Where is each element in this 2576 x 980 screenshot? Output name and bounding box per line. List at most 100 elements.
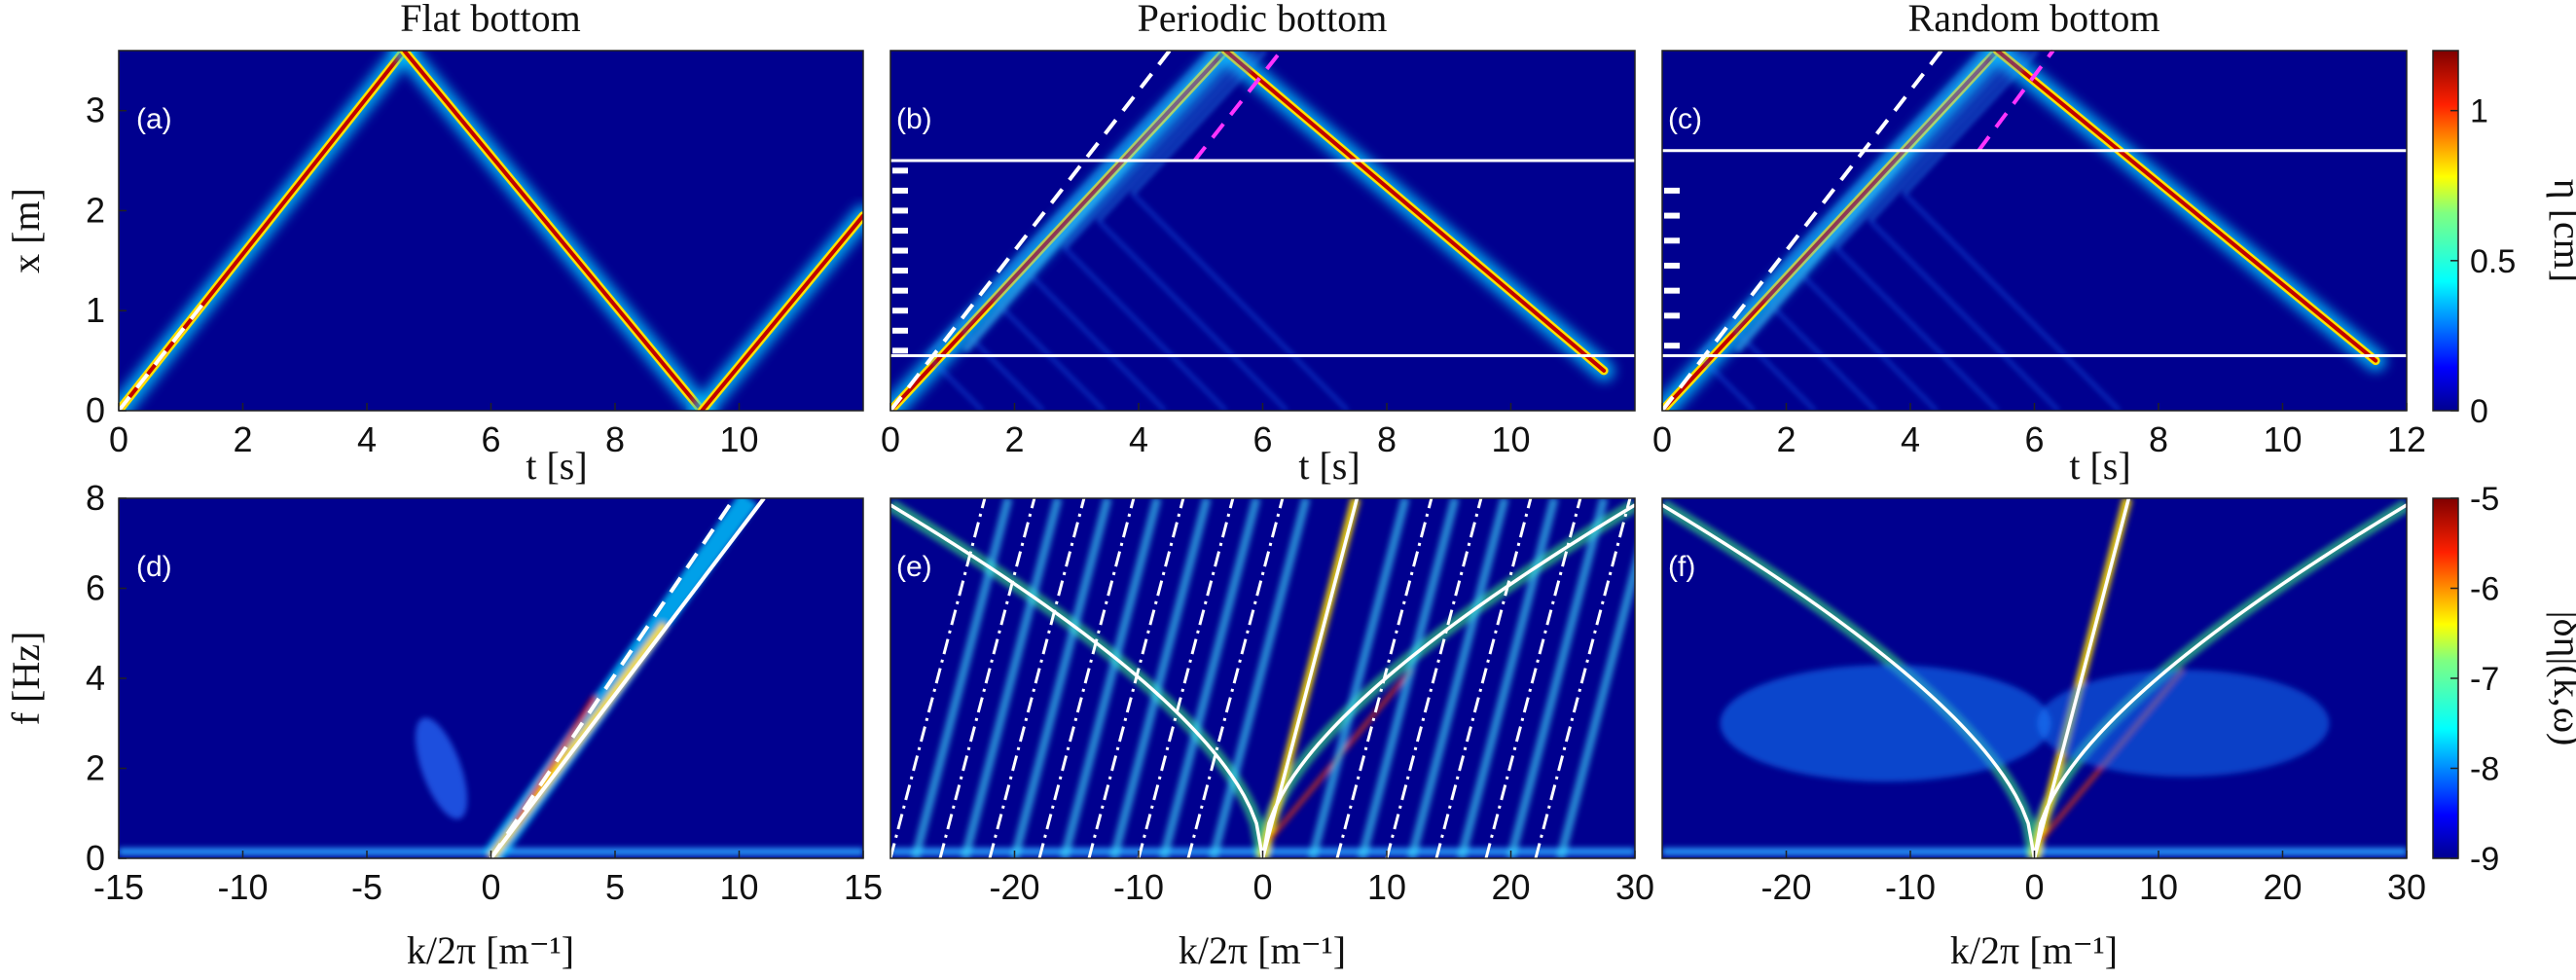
ridge-incident-core bbox=[119, 51, 407, 411]
colorbar-tick-label: 0.5 bbox=[2470, 243, 2516, 280]
x-tick-label: 10 bbox=[2139, 867, 2178, 907]
x-tick-label: 10 bbox=[719, 867, 758, 907]
scatter-ray bbox=[960, 51, 1222, 331]
colorbar-tick-label: -8 bbox=[2470, 751, 2499, 788]
title-panel-b: Periodic bottom bbox=[1138, 0, 1388, 40]
scatter-ray bbox=[1097, 51, 1258, 223]
x-tick-label: 8 bbox=[605, 419, 625, 459]
bottom-bar-marker bbox=[1664, 212, 1680, 219]
shallow-water-line bbox=[2032, 497, 2131, 859]
x-tick-label: 8 bbox=[2149, 419, 2168, 459]
bragg-shifted-line bbox=[1534, 497, 1632, 859]
scatter-ray bbox=[1131, 192, 1350, 411]
diffuse-energy bbox=[1720, 665, 2051, 782]
scatter-ray bbox=[1834, 51, 2021, 249]
x-tick-label: 0 bbox=[481, 867, 500, 907]
x-tick-label: 10 bbox=[2263, 419, 2302, 459]
x-tick-label: 4 bbox=[1901, 419, 1920, 459]
scatter-ray bbox=[1097, 219, 1288, 411]
xlabel-panel-b: t [s] bbox=[1298, 444, 1360, 488]
colorbar-tick-label: -6 bbox=[2470, 571, 2499, 608]
xlabel-panel-c: t [s] bbox=[2069, 444, 2130, 488]
bragg-shifted-line bbox=[889, 497, 987, 859]
bragg-harmonic-energy bbox=[1159, 498, 1261, 858]
bragg-shifted-line bbox=[1186, 497, 1285, 859]
xlabel-panel-d: k/2π [m⁻¹] bbox=[407, 928, 574, 972]
scatter-ray bbox=[1131, 51, 1267, 196]
x-tick-label: -10 bbox=[1113, 867, 1164, 907]
bragg-shifted-line bbox=[1385, 497, 1483, 859]
panel-label-f: (f) bbox=[1668, 551, 1695, 583]
bragg-harmonic-energy bbox=[1109, 498, 1212, 858]
y-tick-label: 3 bbox=[86, 91, 105, 130]
ylabel-panel-d: f [Hz] bbox=[4, 632, 48, 726]
y-tick-label: 2 bbox=[86, 748, 105, 788]
heatmap-background bbox=[119, 498, 863, 858]
x-tick-label: 4 bbox=[357, 419, 377, 459]
x-tick-label: 0 bbox=[2024, 867, 2044, 907]
y-tick-label: 0 bbox=[86, 390, 105, 430]
scatter-ray bbox=[1731, 51, 1994, 331]
colorbar-tick-label: -5 bbox=[2470, 481, 2499, 518]
colorbar-tick-label: 0 bbox=[2470, 393, 2488, 430]
heatmap-panel-e bbox=[890, 498, 1635, 858]
colorbar-label-spectrum: |δη̂|(k,ω) bbox=[2546, 611, 2576, 746]
y-tick-label: 2 bbox=[86, 190, 105, 230]
dashed-line-a-0 bbox=[117, 299, 207, 413]
dispersion-curve bbox=[889, 503, 1265, 859]
bottom-bar-marker bbox=[892, 287, 908, 294]
x-tick-label: 0 bbox=[1652, 419, 1672, 459]
dashed-line-c-0 bbox=[1660, 49, 1943, 413]
heatmap-layer bbox=[119, 51, 2407, 858]
x-tick-label: 6 bbox=[2024, 419, 2044, 459]
bottom-bar-marker bbox=[1664, 237, 1680, 244]
x-tick-label: 20 bbox=[1491, 867, 1530, 907]
y-tick-label: 4 bbox=[86, 658, 105, 698]
title-panel-a: Flat bottom bbox=[400, 0, 581, 40]
scattered-waves bbox=[925, 51, 1350, 411]
bragg-harmonic-energy bbox=[911, 498, 1013, 858]
panel-label-c: (c) bbox=[1668, 103, 1702, 135]
x-tick-label: 30 bbox=[2387, 867, 2426, 907]
x-tick-label: 5 bbox=[605, 867, 625, 907]
colorbar-tick-label: -7 bbox=[2470, 661, 2499, 698]
y-tick-label: 8 bbox=[86, 478, 105, 518]
xlabel-panel-e: k/2π [m⁻¹] bbox=[1179, 928, 1346, 972]
dispersion-curve bbox=[1661, 503, 2037, 859]
x-tick-label: 0 bbox=[109, 419, 128, 459]
x-tick-label: -15 bbox=[93, 867, 144, 907]
bottom-bar-marker bbox=[892, 247, 908, 254]
heatmap-background bbox=[1662, 498, 2407, 858]
bragg-shifted-line bbox=[1137, 497, 1235, 859]
scatter-ray bbox=[1698, 354, 1756, 411]
bottom-bar-marker bbox=[892, 268, 908, 274]
dashed-line-b-0 bbox=[889, 49, 1172, 413]
bottom-bar-marker bbox=[1664, 187, 1680, 194]
x-tick-label: 15 bbox=[844, 867, 883, 907]
x-tick-label: 2 bbox=[1004, 419, 1024, 459]
bragg-shifted-line bbox=[938, 497, 1036, 859]
dashed-line-c-1 bbox=[1977, 49, 2055, 152]
y-tick-label: 1 bbox=[86, 290, 105, 330]
dispersion-curve bbox=[2032, 503, 2408, 859]
ylabel-panel-a: x [m] bbox=[4, 188, 48, 273]
colorbar-ticks: 1 0.5 0 -5 -6 -7 -8 -9 bbox=[2450, 93, 2516, 878]
heatmap-panel-f bbox=[1662, 498, 2407, 858]
bottom-bar-marker bbox=[1664, 343, 1680, 349]
x-tick-label: -10 bbox=[1885, 867, 1936, 907]
dispersion-line-1 bbox=[489, 496, 737, 860]
heatmap-background bbox=[1662, 51, 2407, 411]
bragg-shifted-line bbox=[1484, 497, 1582, 859]
xlabel-panel-a: t [s] bbox=[526, 444, 587, 488]
scatter-ray bbox=[1903, 192, 2122, 411]
x-tick-label: 20 bbox=[2263, 867, 2302, 907]
scatter-ray bbox=[1697, 51, 1985, 357]
x-tick-label: 6 bbox=[481, 419, 500, 459]
overlay-lines-layer bbox=[117, 49, 2408, 860]
heatmap-panel-c bbox=[1662, 51, 2407, 411]
colorbar-label-eta: η [cm] bbox=[2546, 179, 2576, 282]
heatmap-panel-b bbox=[890, 51, 1635, 411]
bragg-harmonic-energy bbox=[1010, 498, 1112, 858]
scatter-ray bbox=[1834, 246, 1999, 411]
bragg-harmonic-energy bbox=[1556, 553, 1635, 858]
